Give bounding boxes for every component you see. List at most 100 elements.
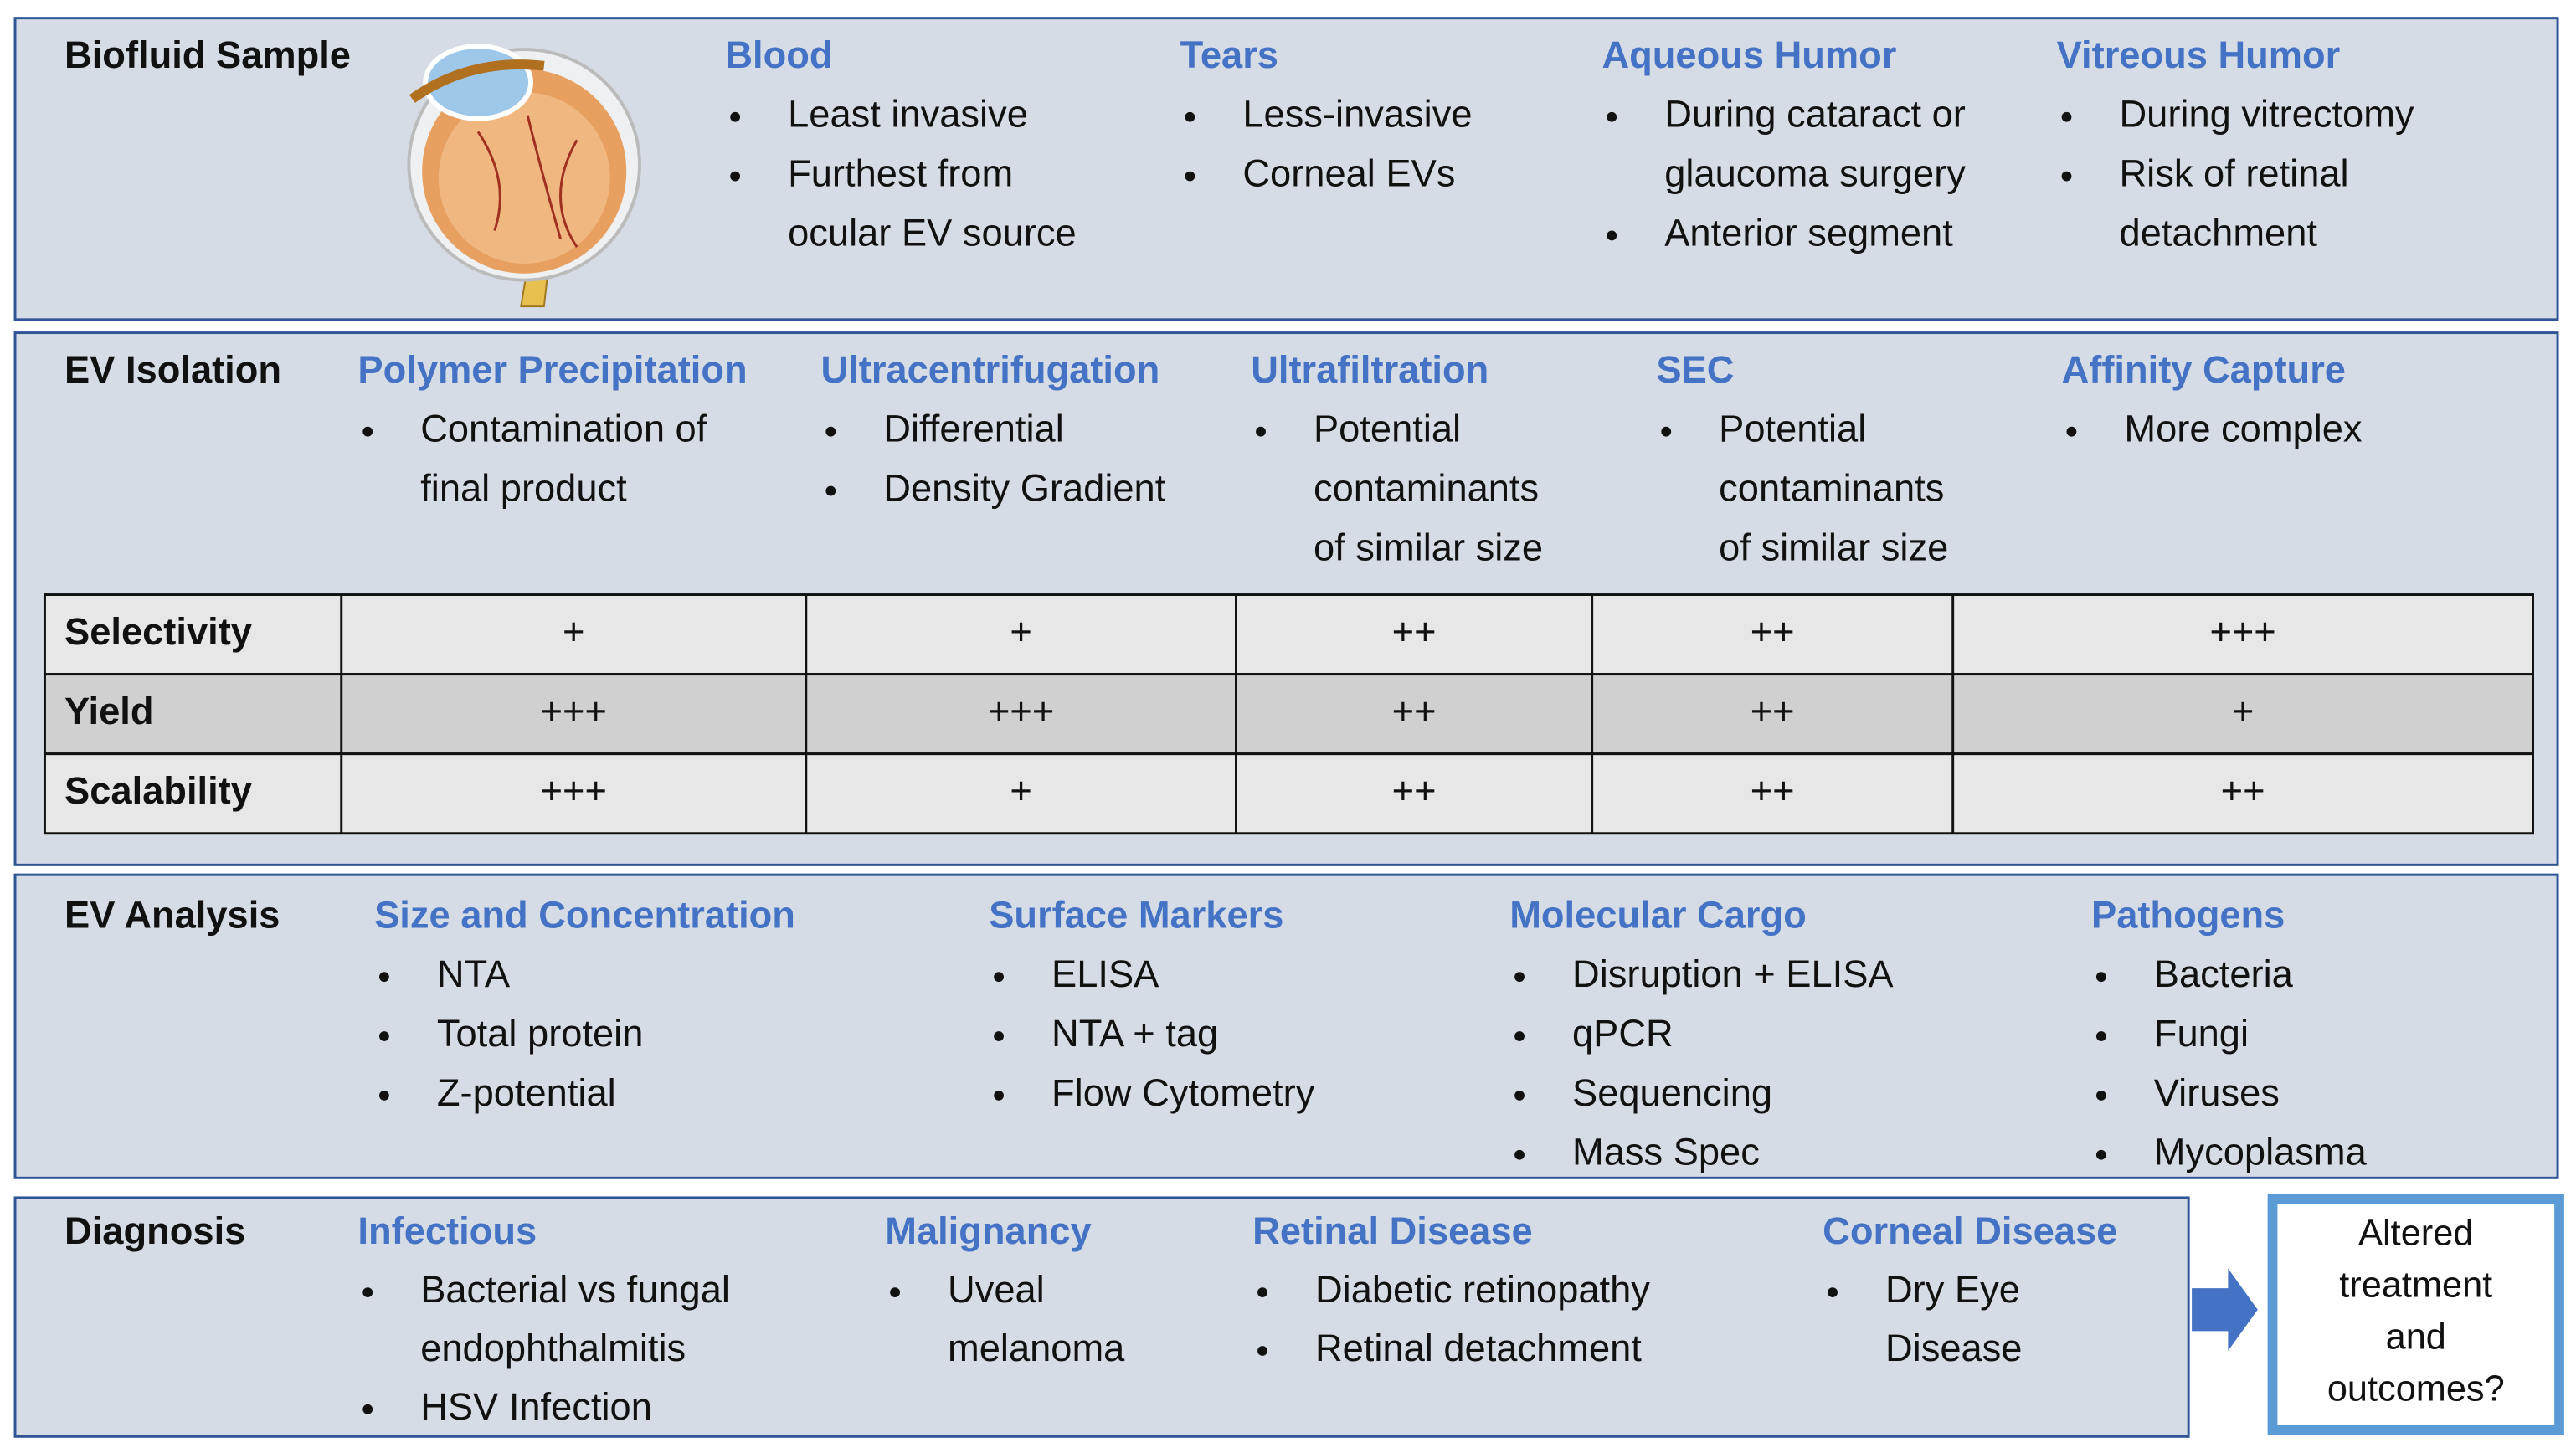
- bullet-text: Furthest from: [788, 152, 1013, 195]
- column-heading: Pathogens: [2091, 893, 2285, 936]
- table-cell: ++: [1392, 690, 1437, 732]
- table-cell: ++: [1751, 769, 1795, 812]
- bullet-text: final product: [420, 466, 627, 509]
- bullet-text: of similar size: [1314, 526, 1543, 568]
- bullet-text: Sequencing: [1572, 1071, 1772, 1114]
- bullet-text: detachment: [2119, 211, 2317, 254]
- bullet: [825, 485, 836, 496]
- table-cell: +: [2232, 690, 2254, 732]
- bullet: [1828, 1287, 1838, 1297]
- bullet: [362, 426, 373, 437]
- column-heading: Size and Concentration: [374, 893, 795, 936]
- table-cell: +++: [2209, 610, 2275, 653]
- column-heading: Affinity Capture: [2062, 348, 2346, 391]
- bullet: [1514, 1031, 1525, 1041]
- bullet: [994, 972, 1004, 983]
- bullet: [1661, 426, 1672, 437]
- bullet: [994, 1090, 1004, 1101]
- table-cell: +++: [541, 769, 607, 812]
- bullet: [730, 111, 741, 122]
- bullet: [2061, 111, 2072, 122]
- bullet-text: contaminants: [1719, 466, 1944, 509]
- bullet-text: endophthalmitis: [420, 1327, 686, 1369]
- bullet: [994, 1031, 1004, 1041]
- bullet: [1514, 1149, 1525, 1160]
- bullet: [2061, 171, 2072, 182]
- table-cell: +: [1010, 610, 1031, 653]
- bullet-text: Differential: [883, 408, 1063, 450]
- bullet-text: Retinal detachment: [1315, 1327, 1642, 1369]
- table-cell: ++: [1751, 690, 1795, 732]
- column-heading: Malignancy: [885, 1209, 1091, 1252]
- table-cell: +++: [541, 690, 607, 732]
- column-heading: Infectious: [357, 1209, 537, 1252]
- bullet-text: Potential: [1314, 408, 1461, 450]
- bullet-text: More complex: [2124, 408, 2363, 450]
- bullet-text: Bacteria: [2154, 952, 2294, 995]
- column-heading: Blood: [725, 33, 832, 76]
- bullet-text: qPCR: [1572, 1012, 1674, 1055]
- bullet: [1256, 426, 1266, 437]
- bullet-text: Anterior segment: [1664, 211, 1953, 254]
- bullet: [825, 426, 836, 437]
- bullet-text: Least invasive: [788, 93, 1028, 136]
- bullet-text: Disruption + ELISA: [1572, 952, 1894, 995]
- bullet: [730, 171, 741, 182]
- bullet: [890, 1287, 900, 1297]
- bullet-text: Mycoplasma: [2154, 1131, 2368, 1173]
- column-heading: Ultracentrifugation: [821, 348, 1160, 391]
- bullet: [362, 1404, 373, 1414]
- table-row: [43, 752, 2534, 835]
- bullet-text: Risk of retinal: [2119, 152, 2348, 195]
- bullet: [2066, 426, 2077, 437]
- bullet-text: glaucoma surgery: [1664, 152, 1966, 195]
- column-heading: Surface Markers: [989, 893, 1283, 936]
- analysis-panel: [13, 873, 2559, 1179]
- bullet-text: Bacterial vs fungal: [420, 1268, 730, 1311]
- column-heading: Ultrafiltration: [1251, 348, 1489, 391]
- bullet-text: NTA + tag: [1051, 1012, 1218, 1055]
- section-title: Diagnosis: [64, 1209, 245, 1252]
- bullet-text: Corneal EVs: [1242, 152, 1455, 195]
- bullet: [2095, 972, 2106, 983]
- section-title: EV Isolation: [64, 348, 281, 391]
- row-label: Scalability: [64, 769, 252, 812]
- bullet-text: of similar size: [1719, 526, 1948, 568]
- outcome-text: treatment: [2339, 1266, 2492, 1306]
- table-cell: ++: [1392, 769, 1437, 812]
- row-label: Yield: [64, 690, 153, 732]
- bullet-text: Viruses: [2154, 1071, 2280, 1114]
- bullet-text: During cataract or: [1664, 93, 1966, 136]
- outcome-text: outcomes?: [2327, 1369, 2505, 1409]
- table-cell: ++: [2221, 769, 2265, 812]
- column-heading: Retinal Disease: [1252, 1209, 1533, 1252]
- bullet-text: Less-invasive: [1242, 93, 1472, 136]
- bullet-text: Dry Eye: [1885, 1268, 2020, 1311]
- bullet: [1257, 1346, 1267, 1356]
- bullet: [2095, 1149, 2106, 1160]
- bullet-text: contaminants: [1314, 466, 1539, 509]
- bullet-text: Density Gradient: [883, 466, 1165, 509]
- bullet: [1257, 1287, 1267, 1297]
- table-row: [43, 593, 2534, 676]
- bullet-text: Mass Spec: [1572, 1131, 1760, 1173]
- row-label: Selectivity: [64, 610, 252, 653]
- bullet: [379, 1031, 389, 1041]
- bullet-text: HSV Infection: [420, 1385, 652, 1428]
- bullet-text: melanoma: [948, 1327, 1125, 1369]
- table-cell: +: [563, 610, 584, 653]
- column-heading: Vitreous Humor: [2057, 33, 2341, 76]
- bullet-text: Potential: [1719, 408, 1866, 450]
- section-title: Biofluid Sample: [64, 33, 351, 76]
- bullet: [1607, 230, 1617, 241]
- column-heading: Tears: [1180, 33, 1278, 76]
- bullet-text: During vitrectomy: [2119, 93, 2414, 136]
- table-cell: +++: [988, 690, 1054, 732]
- bullet: [1185, 171, 1195, 182]
- section-title: EV Analysis: [64, 893, 280, 936]
- bullet-text: Flow Cytometry: [1051, 1071, 1315, 1114]
- bullet-text: Disease: [1885, 1327, 2022, 1369]
- bullet: [379, 972, 389, 983]
